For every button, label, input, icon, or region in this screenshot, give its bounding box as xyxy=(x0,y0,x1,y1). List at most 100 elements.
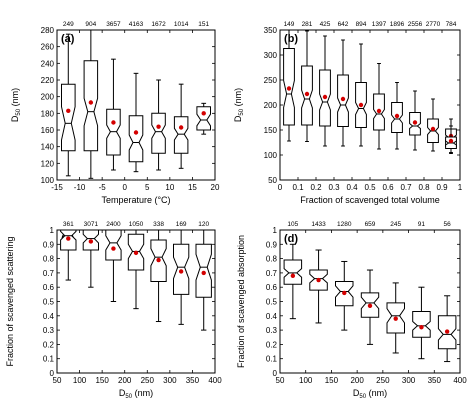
x-tick-label: 0 xyxy=(278,183,283,192)
mean-marker xyxy=(88,100,94,105)
mean-marker xyxy=(111,246,116,251)
mean-marker xyxy=(178,125,184,130)
box-6: 1014 xyxy=(173,21,189,169)
panel-3: 50 100 150 200 250 300 350 40000.10.20.30.40.50… xyxy=(5,221,222,400)
mean-marker xyxy=(342,290,347,296)
mean-marker xyxy=(133,250,139,256)
y-tick-label: 0.4 xyxy=(266,312,278,321)
mean-marker xyxy=(394,113,400,119)
y-tick-label: 0.9 xyxy=(266,240,278,249)
count-label: 3657 xyxy=(106,21,121,28)
count-label: 338 xyxy=(153,221,164,228)
x-tick-label: 0.2 xyxy=(310,183,322,192)
box-3: 1280 xyxy=(335,221,354,331)
y-tick-label: 0.8 xyxy=(43,255,55,264)
x-tick-label: 15 xyxy=(188,183,197,192)
x-tick-label: 0 xyxy=(122,183,127,192)
y-tick-label: 120 xyxy=(41,159,55,168)
count-label: 1014 xyxy=(174,21,189,28)
count-label: 642 xyxy=(338,21,349,28)
x-tick-label: 5 xyxy=(145,183,150,192)
box-2: 904 xyxy=(83,21,99,179)
y-tick-label: 140 xyxy=(41,143,55,152)
x-tick-label: 300 xyxy=(402,376,416,385)
panel-4: 50 100 150 200 250 300 350 40000.10.20.30.40.50… xyxy=(236,221,467,400)
x-tick-label: -15 xyxy=(51,183,63,192)
x-tick-label: 300 xyxy=(163,376,177,385)
y-tick-label: 350 xyxy=(264,26,278,35)
x-axis-label-main: D xyxy=(119,388,126,398)
x-axis-label-tail: (nm) xyxy=(366,388,387,398)
count-label: 2770 xyxy=(426,21,441,28)
count-label: 1672 xyxy=(151,21,166,28)
mean-marker xyxy=(290,273,296,278)
y-axis-label: Fraction of scavenged scattering xyxy=(5,236,15,366)
mean-marker xyxy=(393,316,398,321)
x-tick-label: 200 xyxy=(118,376,132,385)
x-tick-label: 0.3 xyxy=(328,183,340,192)
x-tick-label: 0.6 xyxy=(382,183,394,192)
y-tick-label: 150 xyxy=(264,126,278,135)
count-label: 91 xyxy=(418,221,426,228)
count-label: 151 xyxy=(198,21,209,28)
mean-marker xyxy=(304,91,310,97)
count-label: 659 xyxy=(365,221,376,228)
box-1: 105 xyxy=(283,221,303,320)
y-tick-label: 250 xyxy=(264,76,278,85)
mean-marker xyxy=(88,239,94,244)
x-axis-label: D50 (nm) xyxy=(119,388,153,400)
x-tick-label: 50 xyxy=(53,376,62,385)
mean-marker xyxy=(358,102,364,108)
box-4: 4163 xyxy=(128,21,144,173)
count-label: 2556 xyxy=(408,21,423,28)
x-tick-label: 350 xyxy=(428,376,442,385)
x-axis-label: Temperature (°C) xyxy=(101,195,170,205)
mean-marker xyxy=(412,120,418,125)
x-axis-label-tail: (nm) xyxy=(132,388,153,398)
y-axis-label: D50 (nm) xyxy=(10,88,22,122)
x-axis-label-sub: 50 xyxy=(125,394,132,400)
x-tick-label: 100 xyxy=(299,376,313,385)
y-tick-label: 100 xyxy=(264,151,278,160)
count-label: 56 xyxy=(444,221,452,228)
x-tick-label: 0.4 xyxy=(346,183,358,192)
y-tick-label: 180 xyxy=(41,109,55,118)
x-tick-label: 250 xyxy=(141,376,155,385)
box-3: 425 xyxy=(319,21,331,147)
y-tick-label: 1 xyxy=(50,226,55,235)
box-3: 2400 xyxy=(105,221,122,302)
mean-marker xyxy=(133,130,139,135)
y-axis-label: D50 (nm) xyxy=(233,88,245,122)
notched-box xyxy=(151,112,166,154)
box-5: 894 xyxy=(355,21,367,147)
box-4: 642 xyxy=(337,21,349,147)
panel-label: (d) xyxy=(284,233,298,245)
count-label: 361 xyxy=(63,221,74,228)
count-label: 1280 xyxy=(337,221,352,228)
box-2: 3071 xyxy=(82,221,99,288)
notched-box xyxy=(196,106,211,131)
x-tick-label: 400 xyxy=(208,376,222,385)
box-5: 245 xyxy=(386,221,405,354)
count-label: 120 xyxy=(198,221,209,228)
y-axis-label-main: D xyxy=(10,115,20,122)
box-2: 1433 xyxy=(309,221,328,324)
y-tick-label: 0.4 xyxy=(43,312,55,321)
y-tick-label: 300 xyxy=(264,51,278,60)
y-axis-label-sub: 50 xyxy=(239,108,245,115)
y-axis-label-tail: (nm) xyxy=(233,88,243,109)
mean-marker xyxy=(340,96,346,102)
y-tick-label: 0.1 xyxy=(266,355,278,364)
x-tick-label: 0.5 xyxy=(364,183,376,192)
box-6: 169 xyxy=(173,221,190,325)
count-label: 249 xyxy=(63,21,74,28)
y-tick-label: 0.5 xyxy=(266,298,278,307)
x-tick-label: 150 xyxy=(325,376,339,385)
box-6: 1397 xyxy=(372,21,387,150)
y-axis-label-tail: (nm) xyxy=(10,88,20,109)
mean-marker xyxy=(111,120,116,125)
box-2: 281 xyxy=(301,21,313,142)
box-5: 1672 xyxy=(151,21,166,171)
box-1: 361 xyxy=(60,221,77,281)
count-label: 169 xyxy=(176,221,187,228)
